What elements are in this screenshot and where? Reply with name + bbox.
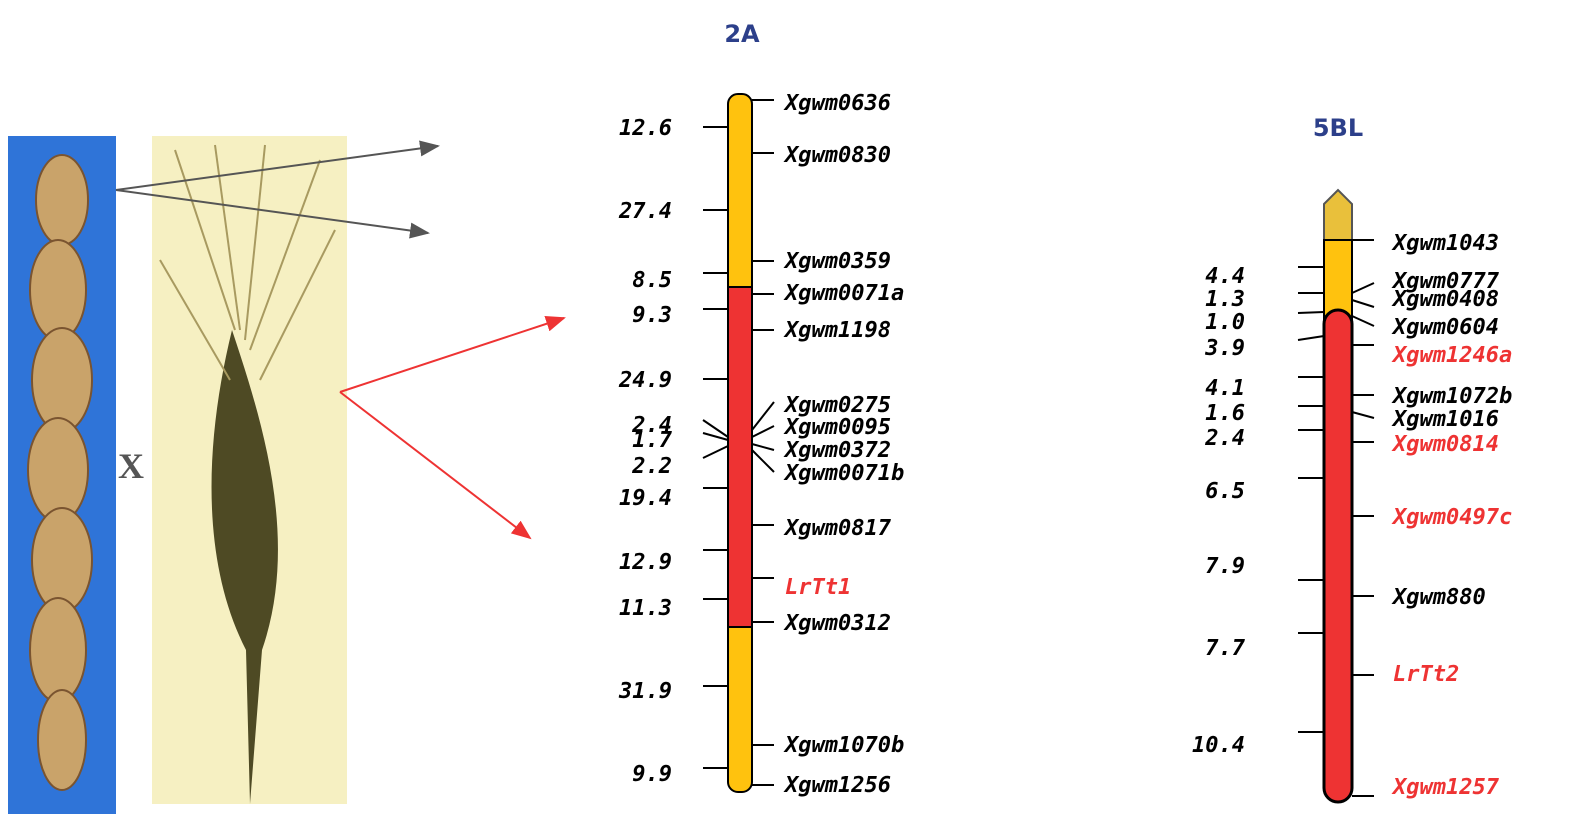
marker-label: LrTt2 <box>1393 662 1459 687</box>
interval-label: 12.9 <box>619 550 672 575</box>
interval-label: 11.3 <box>619 596 672 621</box>
wild-wheat-photo <box>152 136 347 804</box>
marker-label: Xgwm0095 <box>783 415 891 440</box>
interval-label: 4.1 <box>1205 376 1245 401</box>
marker-label: Xgwm0497c <box>1391 505 1512 530</box>
marker-label: Xgwm0636 <box>783 91 891 116</box>
interval-label: 4.4 <box>1205 264 1245 289</box>
marker-label: Xgwm0408 <box>1391 287 1499 312</box>
interval-label: 24.9 <box>618 368 672 393</box>
marker-label: Xgwm1256 <box>783 773 891 798</box>
interval-tick <box>703 446 728 458</box>
marker-label: LrTt1 <box>785 575 851 600</box>
marker-label: Xgwm1198 <box>783 318 891 343</box>
interval-label: 31.9 <box>618 679 672 704</box>
chromosome-5bl <box>1324 190 1352 802</box>
interval-label: 9.9 <box>632 762 672 787</box>
marker-label: Xgwm1016 <box>1391 407 1499 432</box>
marker-label: Xgwm880 <box>1391 585 1486 610</box>
marker-tick <box>752 402 774 430</box>
interval-label: 1.0 <box>1205 310 1245 335</box>
wheat-photo <box>8 136 116 814</box>
interval-label: 2.2 <box>631 454 672 479</box>
marker-tick <box>752 426 774 437</box>
marker-label: Xgwm0817 <box>783 516 892 541</box>
marker-label: Xgwm0604 <box>1391 315 1499 340</box>
marker-tick <box>752 450 774 472</box>
interval-label: 6.5 <box>1205 479 1245 504</box>
interval-label: 9.3 <box>632 303 672 328</box>
marker-tick <box>1352 316 1374 326</box>
marker-label: Xgwm1070b <box>783 733 904 758</box>
chromosome-title: 5BL <box>1313 114 1363 142</box>
interval-label: 1.3 <box>1205 287 1245 312</box>
marker-label: Xgwm0312 <box>783 611 891 636</box>
marker-tick <box>1352 300 1374 307</box>
marker-tick <box>1352 283 1374 293</box>
interval-label: 1.6 <box>1205 401 1245 426</box>
marker-label: Xgwm0071b <box>783 461 904 486</box>
cross-symbol: X <box>118 446 144 486</box>
marker-tick <box>1352 412 1374 418</box>
interval-label: 1.7 <box>632 428 672 453</box>
interval-label: 12.6 <box>619 116 672 141</box>
interval-label: 8.5 <box>632 268 672 293</box>
marker-label: Xgwm0830 <box>783 143 891 168</box>
marker-label: Xgwm1246a <box>1391 343 1512 368</box>
marker-label: Xgwm0814 <box>1391 432 1499 457</box>
interval-tick <box>1298 312 1324 313</box>
interval-label: 3.9 <box>1204 336 1245 361</box>
interval-label: 2.4 <box>1204 426 1245 451</box>
marker-label: Xgwm1072b <box>1391 384 1512 409</box>
marker-label: Xgwm1043 <box>1391 231 1499 256</box>
interval-label: 7.7 <box>1205 636 1245 661</box>
diagram: X 2A 5BL Xgwm0636 Xgwm0830 Xgwm0359 Xgwm007… <box>0 0 1580 814</box>
marker-label: Xgwm0071a <box>783 281 904 306</box>
chromosome-title: 2A <box>724 20 760 48</box>
interval-label: 7.9 <box>1205 554 1245 579</box>
interval-label: 10.4 <box>1192 733 1245 758</box>
chromosome-2a <box>728 94 752 792</box>
interval-tick <box>1298 336 1324 340</box>
interval-label: 19.4 <box>619 486 672 511</box>
marker-label: Xgwm1257 <box>1391 775 1500 800</box>
marker-label: Xgwm0359 <box>783 249 891 274</box>
interval-label: 27.4 <box>618 199 672 224</box>
marker-label: Xgwm0372 <box>783 438 891 463</box>
marker-tick <box>752 444 774 450</box>
